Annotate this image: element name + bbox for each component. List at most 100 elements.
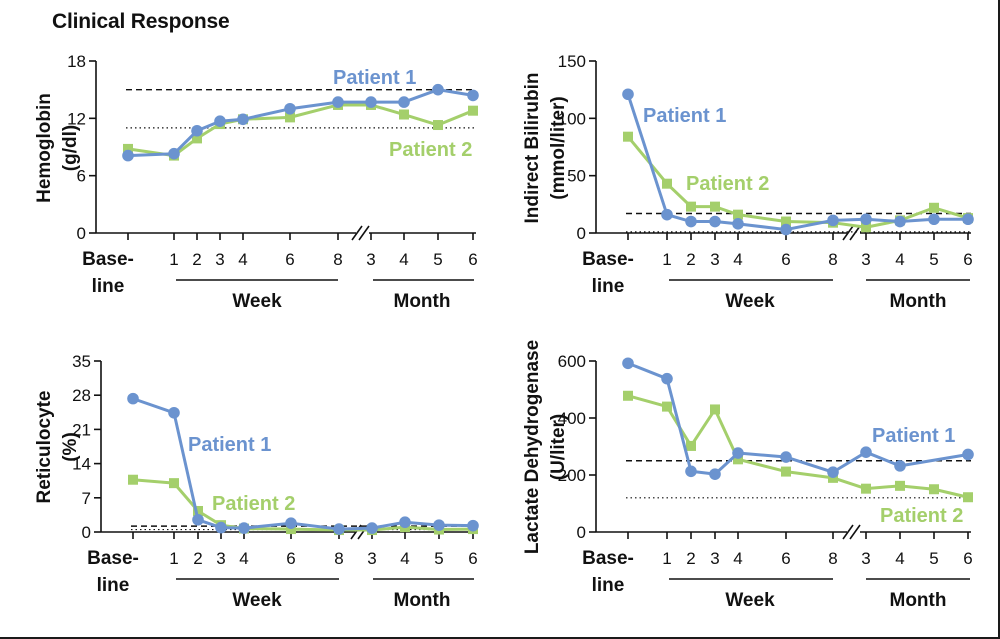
data-point-patient-1 (366, 522, 378, 534)
data-point-patient-1 (827, 214, 839, 227)
x-baseline-label: Base- (82, 249, 134, 270)
data-point-patient-1 (398, 96, 410, 108)
x-tick-label: 2 (686, 250, 695, 269)
x-tick-label: 8 (334, 549, 343, 568)
data-point-patient-1 (827, 466, 839, 478)
data-point-patient-1 (127, 392, 139, 405)
y-tick-label: 6 (77, 167, 86, 186)
data-point-patient-2 (895, 480, 905, 491)
y-axis-title: Hemoglobin (g/dl) (34, 93, 81, 203)
y-tick-label: 0 (77, 224, 86, 243)
data-point-patient-1 (332, 96, 344, 108)
data-point-patient-2 (399, 109, 409, 120)
y-tick-label: 600 (558, 352, 586, 371)
y-tick-label: 14 (72, 455, 91, 474)
y-axis-title-line1: Indirect Bilirubin (522, 73, 543, 224)
data-point-patient-2 (861, 483, 871, 494)
data-point-patient-1 (168, 147, 180, 160)
x-tick-label: 4 (733, 250, 742, 269)
week-group-label: Week (232, 291, 282, 312)
data-point-patient-2 (662, 401, 672, 412)
x-tick-label: 4 (895, 549, 904, 568)
x-tick-label: 6 (468, 549, 477, 568)
data-point-patient-1 (780, 451, 792, 463)
data-point-patient-1 (928, 213, 940, 226)
data-point-patient-2 (686, 201, 696, 212)
data-point-patient-1 (285, 517, 297, 530)
series-annotation-patient-1: Patient 1 (188, 434, 271, 456)
data-point-patient-1 (894, 460, 906, 472)
data-point-patient-2 (929, 484, 939, 495)
y-tick-label: 21 (72, 420, 91, 439)
data-point-patient-2 (662, 178, 672, 189)
data-point-patient-1 (467, 89, 479, 102)
y-axis-title-line2: (g/dl) (60, 125, 81, 171)
data-point-patient-1 (732, 447, 744, 459)
data-point-patient-1 (122, 149, 134, 162)
y-tick-label: 150 (558, 52, 586, 71)
y-tick-label: 100 (558, 109, 586, 128)
y-tick-label: 0 (577, 224, 586, 243)
data-point-patient-1 (860, 213, 872, 226)
data-point-patient-1 (780, 223, 792, 236)
series-line-patient-1 (627, 361, 969, 476)
data-point-patient-2 (285, 112, 295, 123)
x-tick-label: 4 (733, 549, 742, 568)
data-point-patient-2 (623, 131, 633, 142)
x-tick-label: 5 (929, 250, 938, 269)
week-group-label: Week (725, 291, 775, 312)
data-point-patient-1 (191, 124, 203, 137)
x-baseline-label: line (92, 276, 125, 297)
data-point-patient-1 (237, 113, 249, 126)
data-point-patient-2 (929, 202, 939, 213)
data-point-patient-2 (169, 478, 179, 489)
week-group-label: Week (232, 590, 282, 611)
x-tick-label: 1 (662, 549, 671, 568)
x-baseline-label: Base- (582, 249, 634, 270)
data-point-patient-1 (238, 522, 250, 534)
x-tick-label: 6 (781, 250, 790, 269)
data-point-patient-1 (433, 519, 445, 531)
data-point-patient-1 (622, 357, 634, 370)
y-axis-title-line2: (U/liter) (548, 414, 569, 481)
x-baseline-label: line (592, 276, 625, 297)
month-group-label: Month (394, 291, 451, 312)
x-tick-label: 3 (216, 549, 225, 568)
data-point-patient-1 (192, 513, 204, 526)
x-tick-label: 6 (286, 549, 295, 568)
data-point-patient-1 (685, 215, 697, 228)
x-baseline-label: line (592, 575, 625, 596)
x-tick-label: 6 (963, 250, 972, 269)
x-tick-label: 3 (710, 549, 719, 568)
y-axis-title-line1: Lactate Dehydrogenase (522, 340, 543, 554)
data-point-patient-1 (962, 448, 974, 461)
x-tick-label: 3 (861, 250, 870, 269)
data-point-patient-1 (732, 218, 744, 230)
data-point-patient-1 (661, 208, 673, 221)
data-point-patient-2 (123, 143, 133, 154)
y-tick-label: 35 (72, 352, 91, 371)
x-tick-label: 6 (963, 549, 972, 568)
data-point-patient-2 (710, 201, 720, 212)
data-point-patient-2 (193, 505, 203, 516)
data-point-patient-1 (962, 213, 974, 226)
data-point-patient-1 (333, 523, 345, 535)
x-tick-label: 6 (285, 250, 294, 269)
x-tick-label: 3 (215, 250, 224, 269)
x-tick-label: 8 (828, 549, 837, 568)
data-point-patient-1 (467, 519, 479, 532)
series-annotation-patient-2: Patient 2 (212, 493, 295, 515)
y-axis-title-line1: Hemoglobin (34, 93, 55, 203)
axis-break-mark (358, 225, 370, 241)
x-tick-label: 3 (367, 549, 376, 568)
x-tick-label: 5 (434, 549, 443, 568)
x-tick-label: 3 (861, 549, 870, 568)
data-point-patient-2 (433, 120, 443, 131)
y-axis-title: Reticulocyte (%) (34, 391, 81, 504)
data-point-patient-1 (365, 96, 377, 108)
data-point-patient-2 (286, 524, 296, 535)
data-point-patient-1 (214, 115, 226, 127)
